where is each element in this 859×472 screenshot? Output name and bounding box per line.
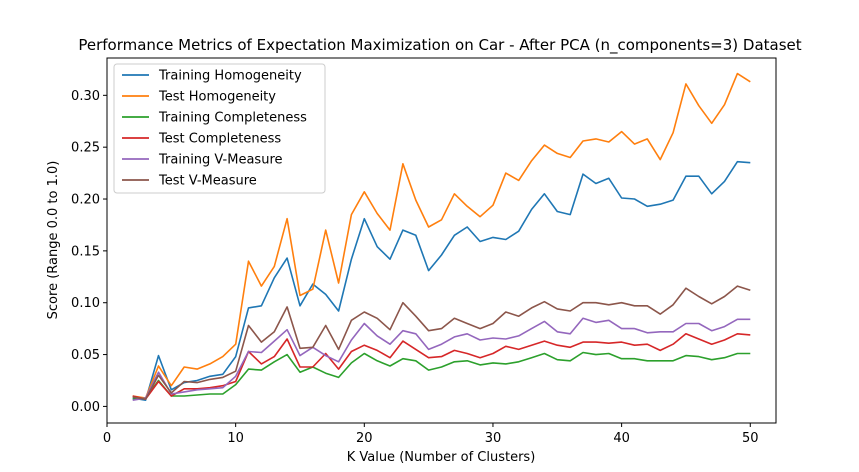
- series-line: [132, 351, 751, 400]
- x-axis-label: K Value (Number of Clusters): [347, 450, 536, 465]
- x-tick-label: 30: [485, 431, 502, 446]
- x-tick-label: 50: [742, 431, 759, 446]
- y-tick-label: 0.10: [71, 296, 100, 311]
- y-tick-label: 0.05: [71, 348, 100, 363]
- plot-frame: [106, 57, 777, 424]
- series-line: [132, 332, 751, 401]
- legend-label: Test V-Measure: [158, 174, 257, 189]
- legend-label: Training Completeness: [158, 111, 307, 126]
- y-axis: 0.00 0.05 0.10 0.15 0.20 0.25 0.30: [71, 89, 107, 415]
- legend: Training Homogeneity Test Homogeneity Trai…: [113, 63, 326, 194]
- legend-label: Training Homogeneity: [158, 69, 302, 84]
- series-line: [132, 72, 751, 399]
- legend-box: [113, 63, 326, 194]
- y-tick-label: 0.30: [71, 89, 100, 104]
- y-axis-label: Score (Range 0.0 to 1.0): [46, 161, 61, 320]
- legend-label: Test Homogeneity: [158, 90, 276, 105]
- y-tick-label: 0.25: [71, 141, 100, 156]
- series-line: [132, 317, 751, 401]
- legend-label: Test Completeness: [158, 132, 281, 147]
- y-tick-label: 0.00: [71, 400, 100, 415]
- series-line: [132, 160, 751, 402]
- y-tick-label: 0.15: [71, 244, 100, 259]
- legend-label: Training V-Measure: [158, 153, 283, 168]
- chart-title: Performance Metrics of Expectation Maxim…: [78, 36, 801, 55]
- x-tick-label: 0: [103, 431, 111, 446]
- series-line: [132, 285, 751, 401]
- x-tick-label: 40: [613, 431, 630, 446]
- x-tick-label: 10: [227, 431, 244, 446]
- x-tick-label: 20: [356, 431, 373, 446]
- y-tick-label: 0.20: [71, 193, 100, 208]
- x-axis: 0 10 20 30 40 50: [103, 423, 759, 446]
- series-lines: [132, 72, 751, 402]
